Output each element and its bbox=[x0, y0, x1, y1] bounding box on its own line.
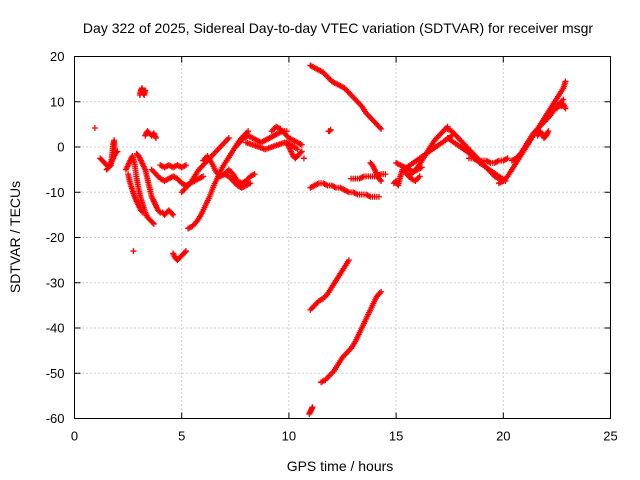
series-point-11.9 bbox=[325, 126, 334, 135]
series-cluster-22.5to23 bbox=[553, 101, 569, 112]
data-point bbox=[382, 171, 389, 178]
y-tick-label: -20 bbox=[46, 230, 65, 245]
data-point bbox=[130, 248, 137, 255]
x-tick-label: 20 bbox=[496, 429, 510, 444]
x-tick-label: 25 bbox=[603, 429, 617, 444]
data-point bbox=[545, 128, 552, 135]
series-point-2.7 bbox=[130, 248, 137, 255]
series-desc-11to14.3 bbox=[307, 62, 385, 132]
series-cluster-15to16 bbox=[390, 166, 423, 189]
data-point bbox=[150, 220, 157, 227]
plot-frame bbox=[74, 56, 611, 419]
data-point bbox=[562, 105, 569, 112]
data-point bbox=[170, 211, 177, 218]
data-point bbox=[142, 87, 149, 94]
data-point bbox=[375, 193, 382, 200]
data-point bbox=[247, 180, 254, 187]
series-cluster-3.5 bbox=[142, 128, 159, 141]
data-point bbox=[140, 209, 147, 216]
data-point bbox=[326, 128, 333, 135]
data-point bbox=[377, 176, 384, 183]
data-point bbox=[182, 248, 189, 255]
series-cluster-21.5to22 bbox=[534, 128, 552, 141]
y-tick-label: 20 bbox=[50, 49, 64, 64]
series-band-8to10-b bbox=[243, 139, 301, 153]
data-point bbox=[169, 210, 176, 217]
chart-title: Day 322 of 2025, Sidereal Day-to-day VTE… bbox=[83, 20, 593, 36]
y-axis-label: SDTVAR / TECUs bbox=[7, 181, 23, 293]
data-point bbox=[298, 148, 305, 155]
series-arc-2to3 bbox=[122, 153, 157, 227]
series-diag-lowest-11.5to14.3 bbox=[318, 288, 385, 386]
axis-ticks: 0 5 10 15 20 25 -60 -50 -40 -30 -20 -10 0 10 20 bbox=[46, 49, 618, 444]
series-dip-7to8 bbox=[221, 171, 254, 191]
y-tick-label: -60 bbox=[46, 411, 65, 426]
data-point bbox=[152, 134, 159, 141]
data-point bbox=[139, 208, 146, 215]
series-band-18to20 bbox=[465, 155, 511, 166]
y-tick-label: -30 bbox=[46, 275, 65, 290]
series-drop-10 bbox=[283, 139, 305, 162]
x-tick-label: 0 bbox=[71, 429, 78, 444]
data-point bbox=[562, 78, 569, 85]
series-band-11to14 bbox=[307, 180, 382, 200]
data-point bbox=[416, 173, 423, 180]
y-tick-label: -40 bbox=[46, 321, 65, 336]
series-arc-2to3-b bbox=[125, 171, 147, 216]
data-point bbox=[200, 173, 207, 180]
series-wave-6to8 bbox=[200, 153, 258, 187]
y-tick-label: 10 bbox=[50, 94, 64, 109]
data-point bbox=[309, 404, 316, 411]
data-point bbox=[345, 257, 352, 264]
data-point bbox=[298, 141, 305, 148]
data-point bbox=[300, 155, 307, 162]
data-point bbox=[504, 155, 511, 162]
data-point bbox=[378, 125, 385, 132]
series-diag-low-11to12.8 bbox=[307, 257, 352, 313]
x-axis-label: GPS time / hours bbox=[287, 458, 394, 474]
series-dot-10.7 bbox=[300, 155, 307, 162]
series-band-9to10.5 bbox=[268, 123, 305, 148]
series-rise-15.5to17.5-b bbox=[403, 132, 455, 171]
data-point bbox=[225, 134, 232, 141]
data-point bbox=[378, 177, 385, 184]
x-tick-label: 5 bbox=[178, 429, 185, 444]
data-point bbox=[149, 219, 156, 226]
data-point bbox=[156, 208, 163, 215]
data-point bbox=[294, 146, 301, 153]
data-point bbox=[378, 288, 385, 295]
data-point bbox=[377, 124, 384, 131]
series-band-4to5-flat bbox=[157, 162, 189, 171]
data-point bbox=[297, 149, 304, 156]
x-tick-label: 10 bbox=[282, 429, 296, 444]
series-arc-3to5 bbox=[133, 150, 177, 218]
data-point bbox=[181, 249, 188, 256]
series-cluster-11-bottom bbox=[306, 404, 316, 417]
data-point bbox=[91, 124, 98, 131]
data-point bbox=[113, 149, 120, 156]
series-cluster-3.2-high bbox=[136, 85, 149, 98]
y-tick-label: -10 bbox=[46, 185, 65, 200]
series-isolated-1 bbox=[91, 124, 98, 131]
series-cluster-4.8-low bbox=[170, 248, 189, 264]
x-tick-label: 15 bbox=[389, 429, 403, 444]
series-band-14 bbox=[367, 159, 385, 184]
data-points bbox=[91, 62, 569, 417]
y-tick-label: -50 bbox=[46, 366, 65, 381]
data-point bbox=[182, 162, 189, 169]
data-point bbox=[114, 148, 121, 155]
grid-lines bbox=[74, 56, 611, 419]
series-early-cluster-b bbox=[103, 148, 121, 173]
data-point bbox=[251, 171, 258, 178]
y-tick-label: 0 bbox=[57, 140, 64, 155]
data-point bbox=[327, 126, 334, 133]
